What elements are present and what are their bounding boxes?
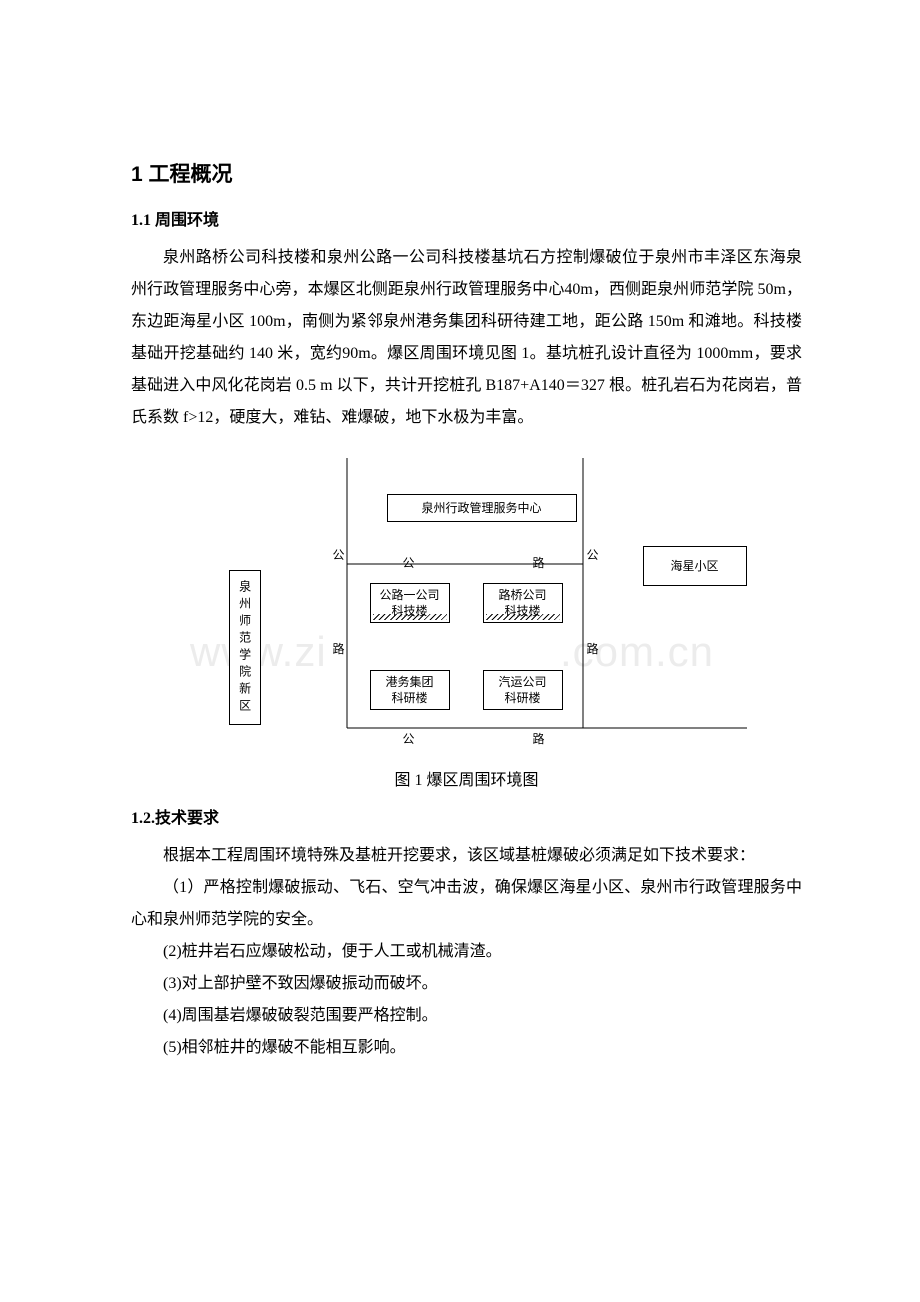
paragraph-1: 泉州路桥公司科技楼和泉州公路一公司科技楼基坑石方控制爆破位于泉州市丰泽区东海泉州… <box>131 242 802 434</box>
paragraph-2: 根据本工程周围环境特殊及基桩开挖要求，该区域基桩爆破必须满足如下技术要求： <box>131 840 802 872</box>
box-gonglu-keji-label: 公路一公司 科技楼 <box>379 587 439 619</box>
box-gonglu-keji: 公路一公司 科技楼 <box>370 583 450 623</box>
box-qiyun-label: 汽运公司 科研楼 <box>498 674 546 706</box>
requirement-2: (2)桩井岩石应爆破松动，便于人工或机械清渣。 <box>131 936 802 968</box>
label-road-top-gong: 公 <box>403 554 415 571</box>
label-road-right-lu: 路 <box>587 640 599 657</box>
figure-1: 泉州行政管理服务中心 海星小区 泉州师范学院新区 公路一公司 科技楼 路桥公司 … <box>131 458 802 748</box>
box-gangwu-label: 港务集团 科研楼 <box>385 674 433 706</box>
requirement-5: (5)相邻桩井的爆破不能相互影响。 <box>131 1032 802 1064</box>
box-gangwu: 港务集团 科研楼 <box>370 670 450 710</box>
box-school: 泉州师范学院新区 <box>229 570 261 725</box>
heading-1-1: 1.1 周围环境 <box>131 206 802 230</box>
box-admin-center-label: 泉州行政管理服务中心 <box>421 500 541 516</box>
box-haixing: 海星小区 <box>643 546 747 586</box>
label-road-left-gong: 公 <box>333 546 345 563</box>
requirement-3: (3)对上部护壁不致因爆破振动而破坏。 <box>131 968 802 1000</box>
box-haixing-label: 海星小区 <box>670 558 718 574</box>
box-school-label: 泉州师范学院新区 <box>236 580 252 716</box>
box-luqiao-keji: 路桥公司 科技楼 <box>483 583 563 623</box>
requirement-1: （1）严格控制爆破振动、飞石、空气冲击波，确保爆区海星小区、泉州市行政管理服务中… <box>131 872 802 936</box>
heading-1-2: 1.2.技术要求 <box>131 804 802 828</box>
label-road-right-gong: 公 <box>587 546 599 563</box>
label-road-bot-gong: 公 <box>403 730 415 747</box>
figure-1-caption: 图 1 爆区周围环境图 <box>131 766 802 790</box>
label-road-bot-lu: 路 <box>533 730 545 747</box>
box-luqiao-keji-label: 路桥公司 科技楼 <box>498 587 546 619</box>
requirement-4: (4)周围基岩爆破破裂范围要严格控制。 <box>131 1000 802 1032</box>
box-qiyun: 汽运公司 科研楼 <box>483 670 563 710</box>
label-road-left-lu: 路 <box>333 640 345 657</box>
box-admin-center: 泉州行政管理服务中心 <box>387 494 577 522</box>
label-road-top-lu: 路 <box>533 554 545 571</box>
heading-1: 1 工程概况 <box>131 158 802 188</box>
